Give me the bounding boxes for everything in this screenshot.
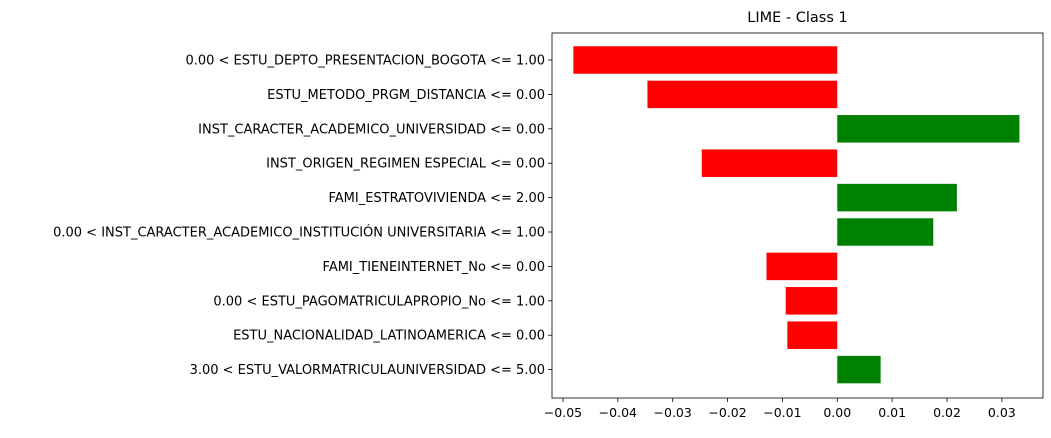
bars-layer: [573, 46, 1020, 384]
category-label: 0.00 < ESTU_DEPTO_PRESENTACION_BOGOTA <=…: [185, 54, 545, 69]
bar: [787, 321, 838, 349]
bar: [837, 183, 957, 212]
category-label: 0.00 < INST_CARACTER_ACADEMICO_INSTITUCI…: [53, 225, 545, 241]
bar: [785, 287, 838, 315]
bar: [701, 149, 838, 177]
category-label: FAMI_TIENEINTERNET_No <= 0.00: [323, 260, 545, 275]
bar: [766, 252, 838, 281]
x-tick-label: −0.03: [654, 405, 692, 420]
bar: [837, 218, 934, 246]
x-axis-ticks: −0.05 −0.04 −0.03 −0.02 −0.01 0.00 0.01 0.02 0.0…: [544, 398, 1016, 420]
plot-frame: [551, 32, 1044, 399]
category-labels: 0.00 < ESTU_DEPTO_PRESENTACION_BOGOTA <=…: [53, 54, 552, 378]
x-tick-label: −0.02: [708, 405, 746, 420]
x-tick-label: −0.04: [599, 405, 637, 420]
bar: [837, 115, 1020, 143]
category-label: ESTU_METODO_PRGM_DISTANCIA <= 0.00: [267, 88, 545, 103]
category-label: ESTU_NACIONALIDAD_LATINOAMERICA <= 0.00: [233, 329, 545, 344]
chart-title: LIME - Class 1: [747, 10, 847, 26]
bar: [647, 80, 838, 109]
category-label: FAMI_ESTRATOVIVIENDA <= 2.00: [328, 191, 545, 206]
category-label: INST_CARACTER_ACADEMICO_UNIVERSIDAD <= 0…: [198, 122, 545, 137]
bar: [573, 46, 838, 74]
category-label: INST_ORIGEN_REGIMEN ESPECIAL <= 0.00: [266, 157, 545, 172]
category-label: 0.00 < ESTU_PAGOMATRICULAPROPIO_No <= 1.…: [213, 294, 545, 309]
bar: [837, 355, 881, 384]
x-tick-label: 0.00: [823, 405, 851, 420]
x-tick-label: 0.01: [878, 405, 906, 420]
x-tick-label: −0.01: [763, 405, 801, 420]
x-tick-label: −0.05: [544, 405, 582, 420]
x-tick-label: 0.02: [933, 405, 961, 420]
category-label: 3.00 < ESTU_VALORMATRICULAUNIVERSIDAD <=…: [190, 363, 545, 378]
x-tick-label: 0.03: [988, 405, 1016, 420]
